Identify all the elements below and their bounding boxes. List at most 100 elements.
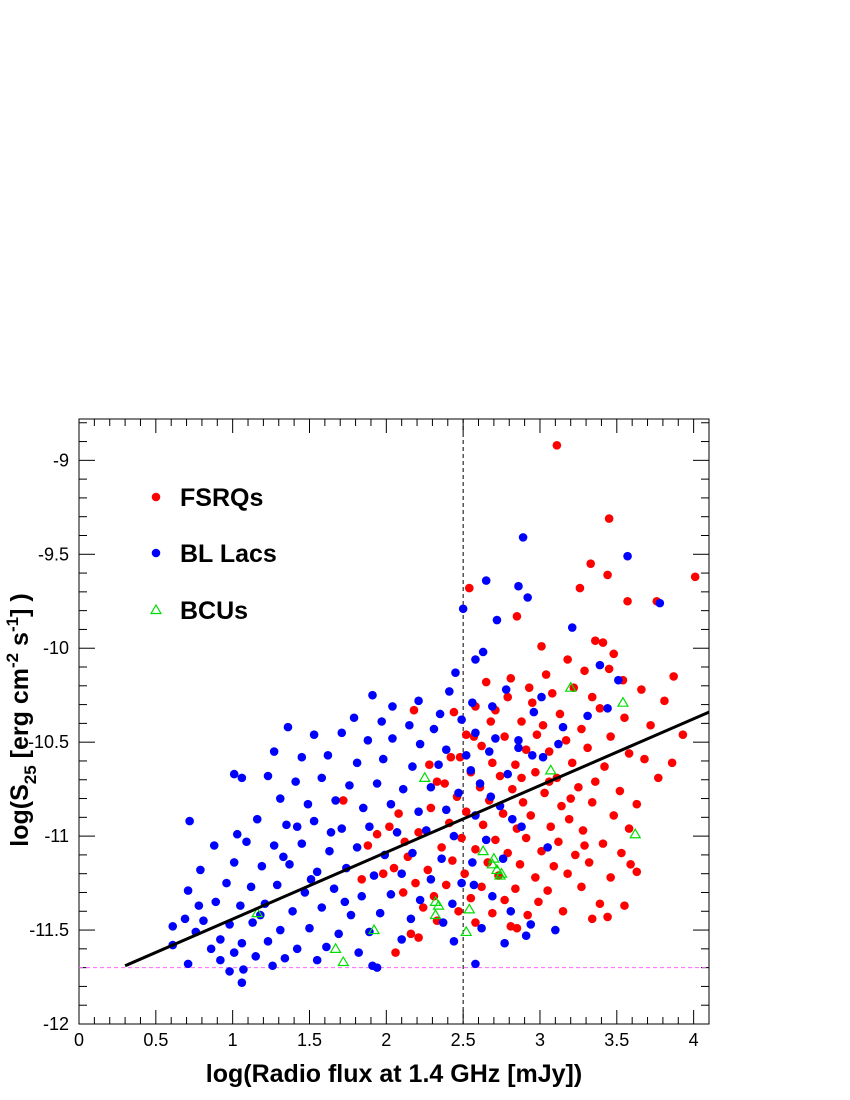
bl-lacs-point xyxy=(517,822,526,832)
bl-lacs-point xyxy=(352,758,362,768)
fsrqs-point xyxy=(606,732,615,741)
fsrqs-point xyxy=(561,735,571,745)
bl-lacs-point xyxy=(498,854,508,863)
bl-lacs-point xyxy=(484,747,494,756)
bl-lacs-point xyxy=(237,773,247,783)
fsrqs-point xyxy=(571,850,580,860)
bl-lacs-point xyxy=(337,728,347,738)
fsrqs-point xyxy=(624,824,634,833)
fsrqs-point xyxy=(385,822,394,832)
bl-lacs-point xyxy=(468,698,477,708)
fsrqs-point xyxy=(578,826,588,835)
bl-lacs-point xyxy=(538,752,548,762)
fsrqs-point xyxy=(587,692,597,702)
y-axis-title: log(S25 [erg cm-2 s-1] ) xyxy=(3,593,40,846)
bl-lacs-point xyxy=(466,766,476,775)
fsrqs-point xyxy=(391,948,400,957)
bl-lacs-point xyxy=(523,593,532,602)
bl-lacs-point xyxy=(309,816,319,826)
bl-lacs-point xyxy=(269,747,279,756)
y-axis-title-suffix: ] ) xyxy=(6,593,34,617)
bl-lacs-point xyxy=(438,918,448,927)
bl-lacs-point xyxy=(248,918,257,927)
fsrqs-point xyxy=(587,914,597,924)
fsrqs-point xyxy=(624,749,634,758)
bl-lacs-point xyxy=(180,914,190,924)
fsrqs-point xyxy=(523,910,532,920)
bl-lacs-point xyxy=(263,771,273,781)
fsrqs-point xyxy=(437,843,446,852)
bl-lacs-point xyxy=(368,690,377,700)
fsrqs-point xyxy=(398,888,408,897)
bl-lacs-point xyxy=(246,882,256,892)
bl-lacs-point xyxy=(306,875,316,884)
fsrqs-point xyxy=(449,707,459,717)
bl-lacs-point xyxy=(369,871,379,880)
fsrqs-point xyxy=(389,863,399,873)
bl-lacs-point xyxy=(252,814,262,824)
bl-lacs-point xyxy=(429,724,439,734)
bl-lacs-point xyxy=(514,743,523,753)
bl-lacs-point xyxy=(457,878,466,888)
bl-lacs-point xyxy=(388,734,397,743)
fsrqs-point xyxy=(537,642,546,651)
legend: FSRQs BL Lacs BCUs xyxy=(149,484,277,625)
bl-lacs-point xyxy=(623,551,632,561)
bl-lacs-point xyxy=(326,828,336,837)
bl-lacs-point xyxy=(300,888,310,897)
fsrqs-point xyxy=(526,811,536,820)
bl-lacs-point xyxy=(514,581,523,591)
fsrqs-point xyxy=(620,713,629,723)
bl-lacs-point xyxy=(365,822,374,832)
bl-lacs-point xyxy=(583,711,592,721)
bl-lacs-point xyxy=(196,865,205,875)
fsrqs-point xyxy=(488,908,497,918)
fsrqs-point xyxy=(503,692,513,702)
bl-lacs-point xyxy=(378,754,388,764)
bcus-point xyxy=(463,903,476,914)
bl-lacs-point xyxy=(434,760,443,770)
bl-lacs-point xyxy=(303,799,313,809)
bcus-point xyxy=(432,899,445,910)
fsrqs-point xyxy=(461,807,471,816)
fsrqs-point xyxy=(632,867,642,877)
bl-lacs-point xyxy=(206,944,216,954)
bl-lacs-point xyxy=(414,807,423,816)
fsrqs-point xyxy=(574,782,583,792)
fsrqs-point xyxy=(546,822,556,832)
fsrqs-point xyxy=(411,878,420,888)
bl-lacs-point xyxy=(317,773,327,783)
bl-lacs-point xyxy=(168,921,178,931)
bl-lacs-point xyxy=(183,886,193,895)
bl-lacs-point xyxy=(288,906,297,916)
bl-lacs-point xyxy=(292,822,302,832)
fsrqs-point xyxy=(531,767,540,777)
bl-lacs-point xyxy=(386,890,396,899)
y-tick-label: -11 xyxy=(44,826,69,846)
bl-lacs-point xyxy=(415,739,425,749)
fsrqs-point xyxy=(448,856,457,865)
fsrqs-point xyxy=(567,758,577,768)
fsrqs-point xyxy=(646,720,655,730)
y-tick-label: -9 xyxy=(53,450,69,470)
bl-lacs-point xyxy=(529,707,539,717)
fsrqs-point xyxy=(558,906,568,916)
fsrqs-point xyxy=(500,895,509,905)
legend-label-fsrqs: FSRQs xyxy=(180,484,263,512)
fsrqs-point xyxy=(491,835,500,845)
y-tick-label: -9.5 xyxy=(38,544,69,564)
bl-lacs-point xyxy=(506,906,516,916)
x-tick-label: 4 xyxy=(689,1030,699,1050)
bl-lacs-point xyxy=(491,734,500,743)
fsrqs-point xyxy=(587,797,597,807)
bl-lacs-point xyxy=(486,792,496,801)
fsrqs-point xyxy=(552,441,562,450)
bl-lacs-point xyxy=(216,955,225,965)
fsrqs-point xyxy=(598,638,608,647)
bl-lacs-point xyxy=(492,615,502,625)
bl-lacs-point xyxy=(185,816,194,826)
bl-lacs-point xyxy=(349,713,359,723)
bl-lacs-point xyxy=(426,875,436,884)
bl-lacs-point xyxy=(242,837,251,847)
bl-lacs-point xyxy=(323,751,333,760)
